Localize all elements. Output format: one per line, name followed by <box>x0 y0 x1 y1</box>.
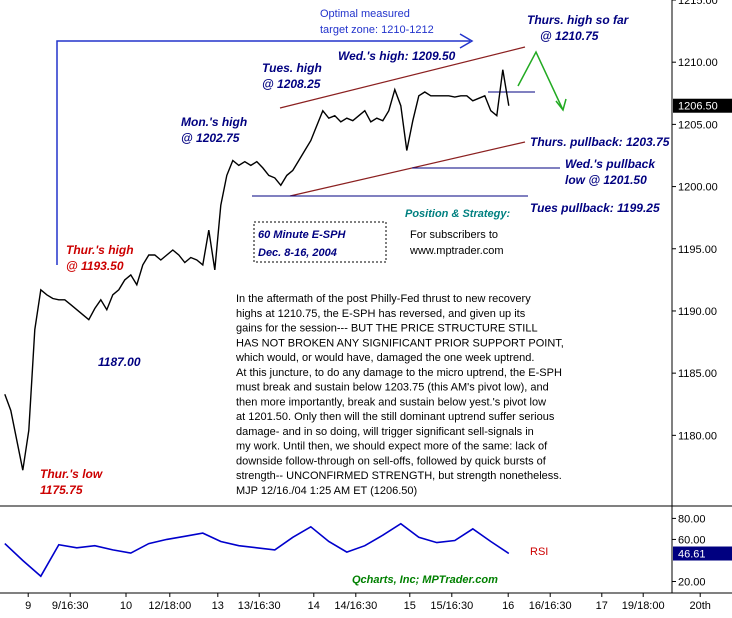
strategy-heading: Position & Strategy: <box>405 208 510 220</box>
annotation: @ 1210.75 <box>540 29 599 43</box>
y-tick-label: 1205.00 <box>678 119 718 131</box>
annotation: Optimal measured <box>320 8 410 20</box>
x-tick-label: 16 <box>502 600 514 612</box>
annotation: Thurs. pullback: 1203.75 <box>530 135 670 149</box>
channel-upper <box>279 46 526 109</box>
commentary-line: my work. Until then, we should expect mo… <box>236 441 548 453</box>
target-arrow <box>459 33 474 49</box>
commentary-line: At this juncture, to do any damage to th… <box>236 367 562 379</box>
commentary-line: damage- and in so doing, will trigger si… <box>236 426 534 438</box>
annotation: Wed.'s high: 1209.50 <box>338 49 456 63</box>
commentary-line: gains for the session--- BUT THE PRICE S… <box>236 323 538 335</box>
x-tick-label: 9 <box>25 600 31 612</box>
annotation: Thur.'s high <box>66 243 134 257</box>
commentary-line: at 1201.50. Only then will the still dom… <box>236 411 555 423</box>
title-box <box>253 221 387 263</box>
commentary-line: strength-- UNCONFIRMED STRENGTH, but str… <box>236 470 562 482</box>
strategy-line: www.mptrader.com <box>409 245 504 257</box>
rsi-marker <box>673 546 732 561</box>
commentary-line: MJP 12/16./04 1:25 AM ET (1206.50) <box>236 485 417 497</box>
x-tick-label: 9/16:30 <box>52 600 89 612</box>
strategy-box <box>404 222 592 278</box>
x-tick-label: 19/18:00 <box>622 600 665 612</box>
y-tick-label: 1190.00 <box>678 306 717 318</box>
annotation: target zone: 1210-1212 <box>320 24 434 36</box>
y-tick-label: 1200.00 <box>678 182 718 194</box>
series-line <box>4 69 510 471</box>
x-tick-label: 13/16:30 <box>238 600 281 612</box>
annotation: @ 1202.75 <box>181 131 240 145</box>
x-tick-label: 16/16:30 <box>529 600 572 612</box>
projection-head <box>555 98 567 112</box>
indicator-label: RSI <box>530 546 548 558</box>
y-tick-label: 1185.00 <box>678 368 717 380</box>
decorations <box>56 33 567 265</box>
x-tick-label: 13 <box>212 600 224 612</box>
source: Qcharts, Inc; MPTrader.com <box>352 574 498 586</box>
commentary-line: which would, or would have, damaged the … <box>235 352 534 364</box>
annotation: Mon.'s high <box>181 115 247 129</box>
strategy-line: For subscribers to <box>410 229 498 241</box>
y-tick-label: 1180.00 <box>678 430 717 442</box>
x-tick-label: 14 <box>308 600 320 612</box>
series-line <box>4 522 510 578</box>
rsi-marker-label: 46.61 <box>678 549 706 561</box>
annotation: @ 1193.50 <box>66 259 124 273</box>
chart-title: Dec. 8-16, 2004 <box>258 247 337 259</box>
y-tick-label: 1195.00 <box>678 244 717 256</box>
commentary-line: HAS NOT BROKEN ANY SIGNIFICANT PRIOR SUP… <box>236 337 564 349</box>
price-marker-label: 1206.50 <box>678 101 718 113</box>
commentary-line: downside follow-through on sell-offs, fo… <box>236 455 547 467</box>
annotation: Wed.'s pullback <box>565 157 656 171</box>
commentary-line: must break and sustain below 1203.75 (th… <box>236 382 549 394</box>
x-tick-label: 20th <box>689 600 710 612</box>
commentary-line: In the aftermath of the post Philly-Fed … <box>236 293 531 305</box>
y-tick-label: 1215.00 <box>678 0 718 7</box>
channel-lower <box>289 141 526 197</box>
annotation: low @ 1201.50 <box>565 173 647 187</box>
x-tick-label: 15 <box>404 600 416 612</box>
annotation: Thur.'s low <box>40 467 103 481</box>
annotation: Thurs. high so far <box>527 13 630 27</box>
x-tick-label: 12/18:00 <box>148 600 191 612</box>
annotation: 1187.00 <box>98 355 141 369</box>
commentary-line: then more importantly, break and sustain… <box>236 396 546 408</box>
y-tick-label: 80.00 <box>678 513 706 525</box>
annotation: Tues pullback: 1199.25 <box>530 201 660 215</box>
y-tick-label: 20.00 <box>678 576 706 588</box>
y-tick-label: 1210.00 <box>678 57 718 69</box>
commentary-line: highs at 1210.75, the E-SPH has reversed… <box>236 308 526 320</box>
chart-title: 60 Minute E-SPH <box>258 229 346 241</box>
annotation: Tues. high <box>262 61 322 75</box>
annotation: 1175.75 <box>40 483 83 497</box>
projection-arrow <box>517 50 564 111</box>
x-tick-label: 14/16:30 <box>334 600 377 612</box>
target-line <box>56 40 470 265</box>
x-tick-label: 17 <box>596 600 608 612</box>
x-tick-label: 15/16:30 <box>430 600 473 612</box>
x-tick-label: 10 <box>120 600 132 612</box>
annotation: @ 1208.25 <box>262 77 321 91</box>
y-tick-label: 60.00 <box>678 534 706 546</box>
price-marker <box>673 98 732 113</box>
